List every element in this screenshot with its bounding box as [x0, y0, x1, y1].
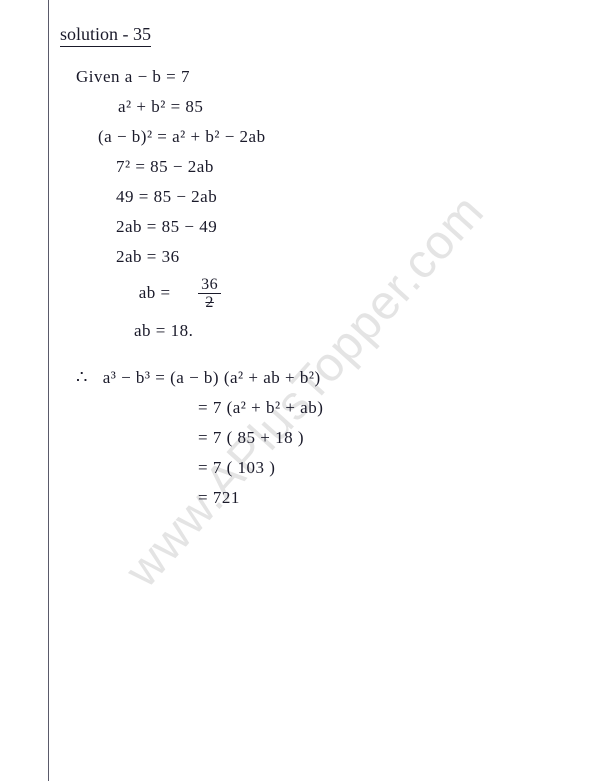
step-3-text: 49 = 85 − 2ab	[116, 187, 217, 206]
step-2-text: 7² = 85 − 2ab	[116, 157, 214, 176]
cube-identity: a³ − b³ = (a − b) (a² + ab + b²)	[103, 368, 321, 387]
step-7: ab = 18.	[98, 321, 610, 341]
fraction-36-over-2: 36 2	[198, 277, 221, 311]
solution-title: solution - 35	[60, 24, 151, 47]
step-7-text: ab = 18.	[134, 321, 193, 340]
cube-line-1: ∴ a³ − b³ = (a − b) (a² + ab + b²)	[76, 367, 610, 388]
cube-line-5: = 721	[198, 488, 610, 508]
given-line-1: Given a − b = 7	[76, 67, 610, 87]
step-5: 2ab = 36	[98, 247, 610, 267]
page-content: solution - 35 Given a − b = 7 a² + b² = …	[0, 0, 610, 781]
step-6: ab = 36 2	[98, 277, 610, 311]
given-line-2: a² + b² = 85	[118, 97, 610, 117]
step-1: (a − b)² = a² + b² − 2ab	[98, 127, 610, 147]
step-2: 7² = 85 − 2ab	[98, 157, 610, 177]
fraction-denominator: 2	[198, 294, 221, 311]
step-4-text: 2ab = 85 − 49	[116, 217, 217, 236]
step-3: 49 = 85 − 2ab	[98, 187, 610, 207]
step-6-lhs: ab =	[139, 283, 171, 302]
step-5-text: 2ab = 36	[116, 247, 180, 266]
cube-line-2: = 7 (a² + b² + ab)	[198, 398, 610, 418]
fraction-numerator: 36	[198, 277, 221, 294]
cube-line-3: = 7 ( 85 + 18 )	[198, 428, 610, 448]
therefore-symbol: ∴	[76, 367, 88, 387]
cube-line-4: = 7 ( 103 )	[198, 458, 610, 478]
step-4: 2ab = 85 − 49	[98, 217, 610, 237]
